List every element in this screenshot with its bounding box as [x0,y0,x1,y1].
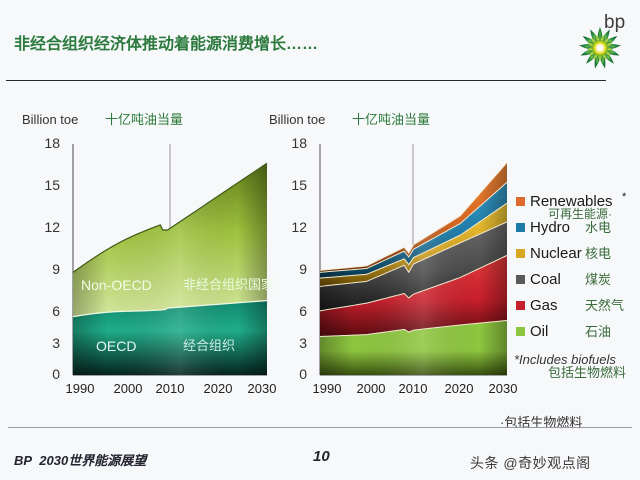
svg-text:3: 3 [299,335,307,351]
svg-text:核电: 核电 [585,246,611,261]
svg-text:天然气: 天然气 [585,298,624,313]
svg-text:煤炭: 煤炭 [585,272,611,287]
svg-text:2020: 2020 [445,381,474,396]
svg-text:9: 9 [299,261,307,277]
svg-text:Oil: Oil [530,323,548,340]
svg-text:石油: 石油 [585,324,611,339]
svg-text:2030: 2030 [489,381,518,396]
svg-text:Coal: Coal [530,271,561,288]
svg-text:Hydro: Hydro [530,219,570,236]
svg-text:12: 12 [291,219,307,235]
svg-text:1990: 1990 [313,381,342,396]
svg-text:水电: 水电 [585,220,611,235]
svg-text:*: * [622,191,627,203]
svg-text:包括生物燃料: 包括生物燃料 [548,365,626,380]
svg-text:Billion toe: Billion toe [269,112,325,127]
svg-text:18: 18 [291,135,307,151]
svg-text:6: 6 [299,303,307,319]
svg-text:Nuclear: Nuclear [530,245,582,262]
svg-text:十亿吨油当量: 十亿吨油当量 [352,112,430,127]
svg-text:2000: 2000 [357,381,386,396]
svg-text:2010: 2010 [399,381,428,396]
svg-text:0: 0 [299,366,307,382]
svg-text:Gas: Gas [530,297,558,314]
svg-text:15: 15 [291,177,307,193]
